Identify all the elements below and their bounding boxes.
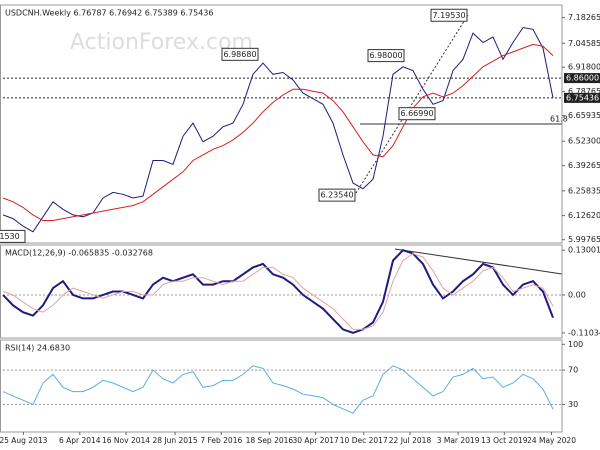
y-tick-label: 6.25835 [568,186,600,195]
annotation-box [430,8,468,22]
x-tick-label: 3 Mar 2019 [437,436,480,445]
x-tick-label: 13 Oct 2019 [481,436,528,445]
y-tick-label: 6.78765 [568,87,600,96]
annotation-box [0,229,26,243]
series-line [2,249,554,334]
x-tick-label: 24 May 2020 [527,436,576,445]
y-tick-label: 100 [568,340,583,349]
x-tick-label: 7 Feb 2016 [200,436,242,445]
y-tick-label: 6.91800 [568,63,600,72]
series-line [2,253,554,330]
annotation-label: 6.23540 [320,191,353,200]
level-label: 6.86000 [566,74,599,83]
x-tick-label: 6 Apr 2014 [59,436,101,445]
x-tick-label: 18 Sep 2016 [246,436,294,445]
y-tick-label: 30 [568,400,578,409]
annotation-box [398,107,436,121]
panel-frame [0,244,563,339]
y-tick-label: -0.110346 [568,328,600,337]
level-label: 6.75436 [566,93,599,102]
series-line [2,365,554,414]
series-line [2,43,554,221]
annotation-box [221,47,259,61]
y-tick-label: 70 [568,366,578,375]
y-tick-label: 7.04585 [568,39,600,48]
x-tick-label: 10 Dec 2017 [340,436,388,445]
y-tick-label: 6.39265 [568,161,600,170]
level-box [564,92,600,103]
level-box [564,73,600,84]
y-tick-label: 0.130015 [568,246,600,255]
panel-title: RSI(14) 24.6830 [5,344,70,353]
y-tick-label: 6.52300 [568,137,600,146]
y-tick-label: 5.99765 [568,235,600,244]
fib-trend-line [355,14,469,194]
panel-title: MACD(12,26,9) -0.065835 -0.032768 [5,249,153,258]
y-tick-label: 0.00 [568,290,586,299]
x-tick-label: 28 Jun 2015 [152,436,197,445]
x-tick-label: 22 Jul 2018 [389,436,432,445]
y-tick-label: 6.12620 [568,211,600,220]
annotation-label: 6.98680 [223,50,256,59]
fib-label: 61.8 [550,115,568,124]
series-line [2,26,554,233]
x-tick-label: 25 Aug 2013 [0,436,48,445]
panel-title: USDCNH.Weekly 6.76787 6.76942 6.75389 6.… [5,9,213,18]
annotation-label: 6.66990 [400,109,433,118]
annotation-box [367,49,405,63]
x-tick-label: 16 Nov 2014 [102,436,150,445]
macd-trend-line [394,248,563,275]
x-tick-label: 30 Apr 2017 [292,436,339,445]
annotation-label: 7.19530 [432,11,465,20]
annotation-label: 01530 [0,232,20,241]
y-tick-label: 6.65935 [568,111,600,120]
annotation-box [318,188,356,202]
y-tick-label: 7.18265 [568,13,600,22]
panel-frame [0,339,563,433]
annotation-label: 6.98000 [369,51,402,60]
